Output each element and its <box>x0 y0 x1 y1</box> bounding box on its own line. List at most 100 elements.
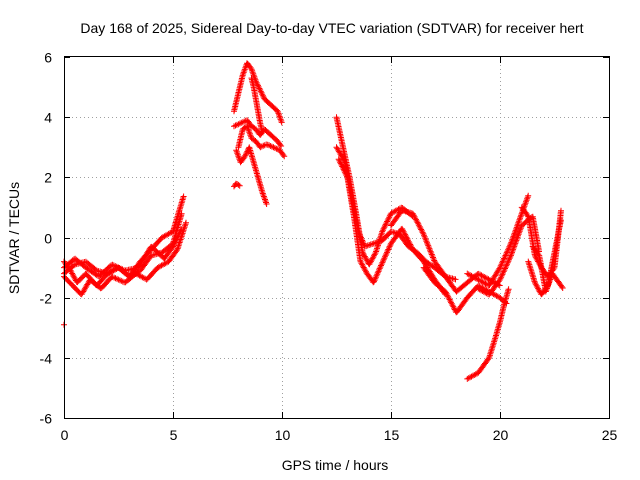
data-point <box>427 248 434 255</box>
data-point <box>503 249 510 256</box>
data-point <box>420 230 427 237</box>
data-point <box>424 239 430 246</box>
y-tick-label: -2 <box>40 291 53 307</box>
series-arc-14 <box>335 156 449 298</box>
data-point <box>505 286 512 293</box>
data-point <box>502 265 508 272</box>
data-point <box>371 278 377 285</box>
data-point <box>337 160 344 167</box>
data-point <box>503 262 510 269</box>
data-point <box>500 268 507 275</box>
data-point <box>525 192 532 199</box>
data-point <box>535 251 542 258</box>
series-arc-06 <box>231 60 285 126</box>
data-point <box>173 236 180 243</box>
data-point <box>342 170 349 177</box>
axis-ticks: 0 5 10 15 20 25 -6 -4 -2 0 2 4 6 <box>40 50 618 444</box>
data-point <box>381 255 388 262</box>
data-point <box>174 247 180 253</box>
data-point <box>384 217 391 224</box>
data-point <box>384 247 391 254</box>
data-point <box>264 141 271 148</box>
data-point <box>557 217 564 224</box>
data-point <box>273 145 280 152</box>
series-arc-17 <box>464 286 512 382</box>
data-point <box>247 64 254 71</box>
series-arc-04 <box>61 226 185 280</box>
data-point <box>410 212 417 219</box>
data-points <box>61 60 566 382</box>
data-point <box>180 193 187 200</box>
y-tick-label: 2 <box>44 170 52 186</box>
data-point <box>258 89 265 96</box>
data-point <box>500 256 507 263</box>
data-point <box>267 143 274 149</box>
data-point <box>274 107 281 114</box>
data-point <box>372 274 379 281</box>
data-point <box>170 243 176 250</box>
data-point <box>483 281 490 288</box>
data-point <box>257 88 264 95</box>
data-point <box>263 201 270 207</box>
series-arc-08 <box>235 123 288 160</box>
data-point <box>381 224 388 231</box>
data-point <box>496 265 503 272</box>
data-point <box>118 265 125 272</box>
data-point <box>115 264 122 271</box>
data-point <box>499 259 506 266</box>
data-point <box>116 277 123 284</box>
data-point <box>170 242 177 249</box>
data-point <box>235 181 242 188</box>
data-point <box>419 229 426 236</box>
data-point <box>112 263 119 270</box>
data-point <box>374 269 381 276</box>
data-point <box>558 283 565 290</box>
data-point <box>559 285 566 291</box>
data-point <box>498 272 505 279</box>
data-point <box>256 85 263 92</box>
data-point <box>502 252 509 259</box>
y-tick-label: -4 <box>40 351 53 367</box>
data-point <box>259 128 266 135</box>
data-point <box>178 210 185 217</box>
data-point <box>452 276 459 283</box>
data-point <box>384 218 391 225</box>
y-tick-label: 6 <box>44 50 52 66</box>
data-point <box>178 226 185 233</box>
data-point <box>359 237 366 244</box>
data-point <box>281 153 288 160</box>
y-tick-label: 0 <box>44 231 52 247</box>
data-point <box>177 229 183 236</box>
x-tick-label: 5 <box>170 427 178 443</box>
data-point <box>280 152 287 158</box>
data-point <box>111 274 118 281</box>
series-arc-19 <box>475 213 542 298</box>
data-point <box>257 144 264 151</box>
data-point <box>497 262 504 269</box>
data-point <box>174 233 181 240</box>
data-point <box>340 166 347 173</box>
data-point <box>236 182 243 189</box>
data-point <box>380 258 386 265</box>
data-point <box>414 219 421 226</box>
data-point <box>416 223 423 230</box>
data-point <box>382 221 389 228</box>
data-point <box>242 151 249 158</box>
series-arc-11 <box>231 180 243 190</box>
series-arc-09 <box>233 144 270 207</box>
data-point <box>339 163 346 170</box>
series-arc-22 <box>529 243 566 295</box>
x-tick-label: 15 <box>384 427 400 443</box>
y-tick-label: -6 <box>40 411 53 427</box>
data-point <box>386 214 393 221</box>
series-arc-07 <box>231 117 285 149</box>
y-tick-label: 4 <box>44 110 52 126</box>
series-arc-02 <box>61 210 185 289</box>
data-point <box>524 212 531 219</box>
x-tick-label: 25 <box>602 427 618 443</box>
data-point <box>402 231 409 238</box>
data-point <box>444 292 451 299</box>
data-point <box>386 245 392 251</box>
data-point <box>399 227 406 234</box>
data-point <box>379 228 386 235</box>
